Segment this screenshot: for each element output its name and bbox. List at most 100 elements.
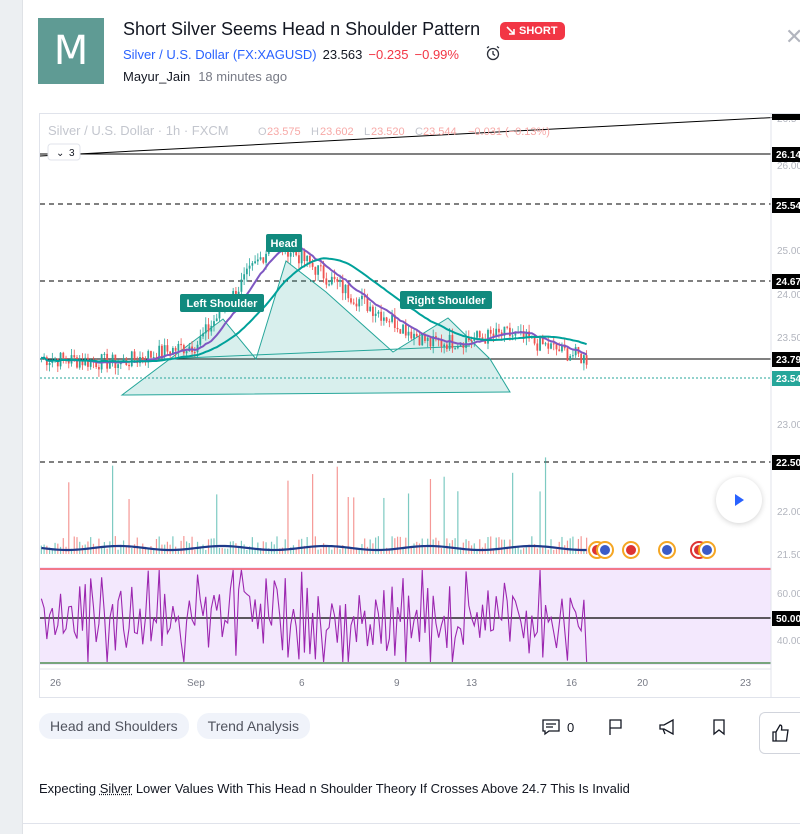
chart-area[interactable]: Head Left Shoulder Right Shoulder Silver [39, 113, 800, 698]
candle-body [377, 311, 380, 314]
candle-body [314, 266, 317, 275]
price-change: −0.235 [368, 47, 409, 62]
candle-body [311, 262, 314, 267]
volume-bar [109, 541, 111, 554]
candle-body [382, 317, 385, 321]
symbol-link[interactable]: Silver / U.S. Dollar (FX:XAGUSD) [123, 47, 317, 62]
candle-body [547, 343, 550, 349]
volume-bar [372, 543, 374, 554]
alarm-clock-icon[interactable] [484, 44, 502, 62]
collapse-toggle[interactable]: ⌄ 3 [47, 143, 81, 161]
candle-body [550, 343, 552, 349]
annotation-right-shoulder[interactable]: Right Shoulder [400, 291, 492, 309]
volume-bar [528, 544, 530, 554]
volume-bar [112, 465, 114, 554]
volume-bar [265, 542, 267, 554]
candle-body [495, 328, 498, 337]
candle-body [361, 295, 363, 300]
candle-body [498, 328, 500, 333]
comment-icon [542, 719, 560, 736]
candle-body [572, 355, 574, 357]
candle-body [300, 249, 303, 264]
idea-card: M Short Silver Seems Head n Shoulder Pat… [22, 0, 800, 834]
volume-bar [312, 474, 314, 554]
candle-body [251, 263, 254, 266]
price-label: 24.67 [776, 277, 800, 288]
candle-body [54, 358, 56, 360]
rsi-line [40, 569, 588, 663]
volume-bar [298, 539, 300, 554]
volume-bar [259, 548, 262, 554]
tag-head-and-shoulders[interactable]: Head and Shoulders [39, 713, 189, 739]
candle-body [541, 336, 544, 345]
candle-body [358, 299, 361, 307]
candle-body [467, 337, 470, 341]
candle-body [254, 261, 256, 264]
candle-body [152, 357, 155, 359]
volume-bar [202, 544, 204, 554]
flag-button[interactable] [608, 718, 624, 736]
candle-body [514, 332, 517, 336]
annotation-head[interactable]: Head [266, 234, 302, 252]
play-replay-button[interactable] [716, 477, 762, 523]
legend-ohlc: O 23.575 H 23.602 L 23.520 C 23.544 −0.031 (… [258, 126, 550, 138]
chart-svg[interactable]: Head Left Shoulder Right Shoulder Silver [40, 114, 800, 697]
badge-label: SHORT [519, 25, 558, 37]
candle-body [347, 284, 350, 299]
volume-bar [517, 545, 519, 554]
volume-bar [353, 497, 355, 554]
candle-body [552, 343, 555, 345]
volume-bar [413, 543, 415, 554]
volume-bar [238, 547, 240, 554]
volume-bar [503, 539, 506, 554]
candle-body [48, 363, 51, 366]
candle-body [432, 336, 435, 347]
last-price: 23.563 [322, 47, 363, 62]
share-button[interactable] [658, 718, 678, 736]
candle-body [344, 284, 347, 294]
close-icon[interactable]: ✕ [785, 24, 800, 49]
symbol-code[interactable]: (FX:XAGUSD) [232, 47, 317, 62]
volume-bar [405, 537, 407, 554]
volume-bar [449, 543, 451, 554]
candle-body [40, 358, 43, 360]
candle-body [76, 357, 78, 368]
like-button[interactable] [759, 712, 800, 754]
legend-o-label: O [258, 126, 267, 138]
volume-bar [133, 544, 136, 554]
candle-body [325, 278, 328, 285]
volume-bar [342, 545, 344, 554]
symbol-name[interactable]: Silver / U.S. Dollar [123, 47, 230, 62]
candle-body [298, 255, 300, 264]
volume-bar [295, 548, 297, 554]
volume-bar [355, 549, 358, 554]
volume-bar [317, 549, 319, 554]
candle-body [62, 352, 65, 358]
legend-open: 23.575 [267, 126, 301, 138]
candle-body [391, 315, 393, 322]
candle-body [213, 321, 215, 326]
arrow-down-right-icon [506, 26, 515, 35]
author-name[interactable]: Mayur_Jain [123, 69, 191, 84]
volume-bar [339, 549, 341, 554]
volume-bar [383, 497, 385, 554]
tag-trend-analysis[interactable]: Trend Analysis [196, 713, 310, 739]
description-keyword[interactable]: Silver [99, 781, 133, 796]
candle-body [459, 343, 462, 346]
volume-bar [221, 547, 223, 554]
candle-body [454, 348, 457, 350]
economic-events[interactable] [588, 541, 716, 559]
price-tick: 23.50 [777, 333, 800, 344]
volume-bar [569, 538, 571, 554]
bookmark-button[interactable] [712, 718, 726, 736]
author-avatar[interactable]: M [38, 18, 104, 84]
legend-low: 23.520 [371, 126, 405, 138]
candle-body [303, 249, 306, 262]
volume-bar [120, 544, 122, 554]
candle-body [330, 276, 333, 285]
volume-bar [539, 491, 541, 554]
comments-button[interactable]: 0 [541, 718, 574, 736]
candle-body [363, 295, 366, 298]
candle-body [177, 343, 180, 351]
annotation-left-shoulder[interactable]: Left Shoulder [180, 294, 264, 312]
